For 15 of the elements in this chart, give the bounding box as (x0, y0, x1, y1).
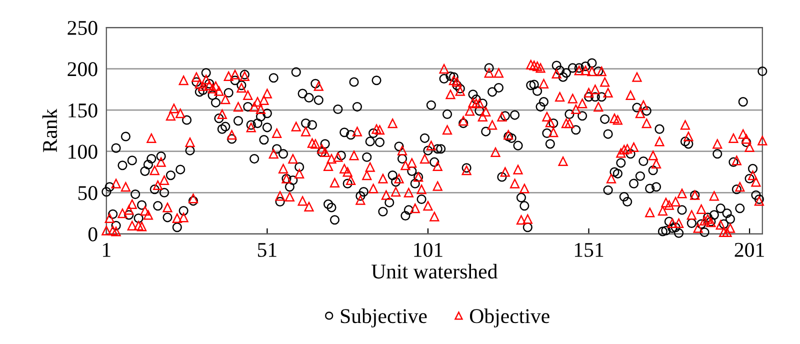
legend-label: Objective (470, 308, 550, 328)
y-axis-title: Rank (42, 108, 58, 152)
x-tick-label: 51 (258, 242, 276, 257)
y-tick-label: 100 (68, 144, 98, 159)
legend-label: Subjective (340, 308, 427, 328)
x-tick-label: 1 (103, 242, 110, 257)
y-tick-label: 200 (68, 62, 98, 76)
y-tick-label: 0 (88, 227, 98, 242)
x-tick-label: 151 (574, 242, 604, 257)
x-tick-label: 201 (734, 242, 764, 257)
y-tick-label: 250 (68, 20, 98, 35)
y-tick-label: 150 (68, 103, 98, 118)
y-tick-label: 50 (78, 186, 98, 200)
x-axis-title: Unit watershed (371, 264, 498, 279)
x-tick-label: 101 (414, 242, 442, 257)
